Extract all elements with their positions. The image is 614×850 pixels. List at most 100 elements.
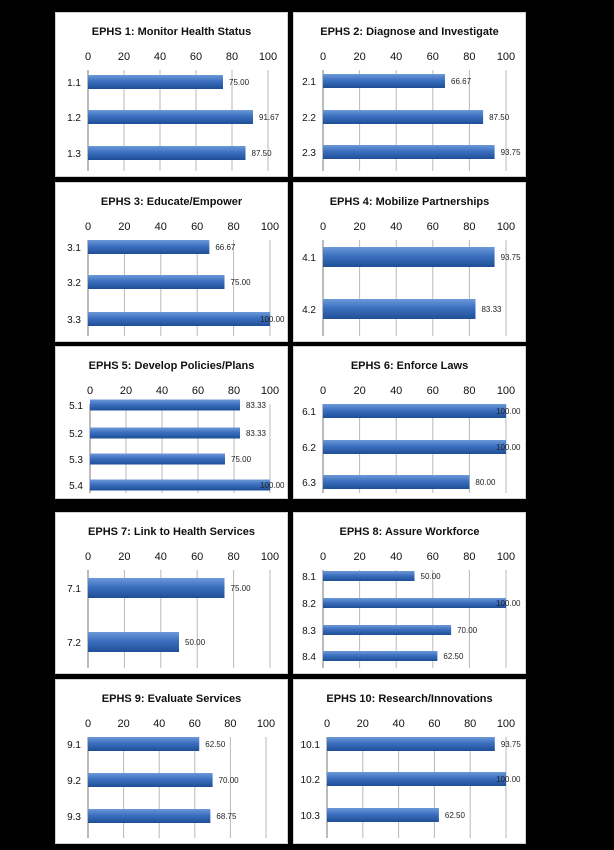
x-tick-label: 60 xyxy=(427,385,439,397)
data-label: 75.00 xyxy=(231,278,252,287)
data-label: 83.33 xyxy=(246,401,267,410)
category-label: 4.2 xyxy=(302,305,316,316)
bar xyxy=(327,772,506,786)
x-tick-label: 0 xyxy=(320,551,326,563)
chart-title: EPHS 7: Link to Health Services xyxy=(88,526,255,538)
chart-svg: EPHS 3: Educate/Empower 0 20 40 60 80 100 3.1 66… xyxy=(67,196,285,336)
data-label: 75.00 xyxy=(231,455,252,464)
chart-svg: EPHS 4: Mobilize Partnerships 0 20 40 60 80 10… xyxy=(302,196,521,336)
chart-panel-ephs-4: EPHS 4: Mobilize Partnerships 0 20 40 60 80 10… xyxy=(293,182,526,342)
bar xyxy=(88,737,200,751)
category-label: 7.1 xyxy=(67,584,81,595)
category-label: 5.4 xyxy=(69,481,83,492)
bar xyxy=(323,404,506,418)
bar xyxy=(88,773,213,787)
data-label: 62.50 xyxy=(443,652,464,661)
x-tick-label: 40 xyxy=(153,718,165,730)
chart-title: EPHS 10: Research/Innovations xyxy=(326,693,492,705)
data-label: 75.00 xyxy=(231,584,252,593)
x-tick-label: 20 xyxy=(117,718,129,730)
chart-title: EPHS 3: Educate/Empower xyxy=(101,196,243,208)
x-tick-label: 100 xyxy=(497,51,515,63)
chart-panel-ephs-3: EPHS 3: Educate/Empower 0 20 40 60 80 100 3.1 66… xyxy=(55,182,288,342)
data-label: 62.50 xyxy=(205,740,226,749)
data-label: 87.50 xyxy=(489,113,510,122)
x-tick-label: 60 xyxy=(427,51,439,63)
x-tick-label: 40 xyxy=(155,551,167,563)
bar xyxy=(323,625,452,635)
bar xyxy=(323,475,470,489)
bar xyxy=(323,598,506,608)
x-tick-label: 60 xyxy=(189,718,201,730)
x-tick-label: 80 xyxy=(463,551,475,563)
x-tick-label: 40 xyxy=(392,718,404,730)
x-tick-label: 80 xyxy=(228,385,240,397)
x-tick-label: 80 xyxy=(463,221,475,233)
category-label: 5.2 xyxy=(69,429,83,440)
category-label: 10.2 xyxy=(301,775,321,786)
chart-svg: EPHS 1: Monitor Health Status 0 20 40 60 80 10… xyxy=(67,26,280,171)
category-label: 8.4 xyxy=(302,652,316,663)
category-label: 8.1 xyxy=(302,572,316,583)
x-tick-label: 40 xyxy=(390,51,402,63)
chart-panel-ephs-7: EPHS 7: Link to Health Services 0 20 40 60 80… xyxy=(55,512,288,674)
category-label: 5.3 xyxy=(69,455,83,466)
data-label: 50.00 xyxy=(185,638,206,647)
data-label: 80.00 xyxy=(475,478,496,487)
x-tick-label: 20 xyxy=(353,221,365,233)
chart-panel-ephs-6: EPHS 6: Enforce Laws 0 20 40 60 80 100 6.1 100.0… xyxy=(293,346,526,499)
data-label: 93.75 xyxy=(501,148,522,157)
category-label: 6.3 xyxy=(302,478,316,489)
data-label: 100.00 xyxy=(496,775,521,784)
x-tick-label: 0 xyxy=(85,221,91,233)
x-tick-label: 20 xyxy=(118,221,130,233)
category-label: 7.2 xyxy=(67,638,81,649)
x-tick-label: 60 xyxy=(191,221,203,233)
category-label: 9.3 xyxy=(67,812,81,823)
bar xyxy=(323,440,506,454)
chart-svg: EPHS 5: Develop Policies/Plans 0 20 40 60 80 1… xyxy=(69,360,285,493)
x-tick-label: 40 xyxy=(390,385,402,397)
x-tick-label: 0 xyxy=(85,718,91,730)
x-tick-label: 40 xyxy=(154,51,166,63)
bar xyxy=(88,275,225,289)
x-tick-label: 0 xyxy=(87,385,93,397)
data-label: 93.75 xyxy=(501,740,522,749)
category-label: 8.3 xyxy=(302,626,316,637)
data-label: 100.00 xyxy=(260,315,285,324)
category-label: 2.2 xyxy=(302,113,316,124)
x-tick-label: 80 xyxy=(224,718,236,730)
x-tick-label: 100 xyxy=(259,51,277,63)
bar xyxy=(90,399,240,411)
x-tick-label: 80 xyxy=(463,51,475,63)
x-tick-label: 80 xyxy=(464,718,476,730)
bar xyxy=(88,578,225,598)
category-label: 5.1 xyxy=(69,401,83,412)
chart-svg: EPHS 6: Enforce Laws 0 20 40 60 80 100 6.1 100.0… xyxy=(302,360,521,493)
bar xyxy=(90,453,225,465)
x-tick-label: 0 xyxy=(320,51,326,63)
bar xyxy=(323,571,415,581)
data-label: 50.00 xyxy=(421,572,442,581)
chart-title: EPHS 4: Mobilize Partnerships xyxy=(330,196,490,208)
x-tick-label: 20 xyxy=(353,551,365,563)
chart-title: EPHS 9: Evaluate Services xyxy=(102,693,241,705)
x-tick-label: 80 xyxy=(227,221,239,233)
bar xyxy=(327,808,439,822)
category-label: 2.3 xyxy=(302,148,316,159)
data-label: 70.00 xyxy=(457,626,478,635)
x-tick-label: 20 xyxy=(120,385,132,397)
chart-svg: EPHS 9: Evaluate Services 0 20 40 60 80 100 9.1… xyxy=(67,693,275,838)
x-tick-label: 0 xyxy=(85,551,91,563)
chart-title: EPHS 8: Assure Workforce xyxy=(340,526,480,538)
x-tick-label: 60 xyxy=(427,221,439,233)
category-label: 8.2 xyxy=(302,599,316,610)
x-tick-label: 80 xyxy=(227,551,239,563)
x-tick-label: 100 xyxy=(497,221,515,233)
x-tick-label: 100 xyxy=(497,385,515,397)
x-tick-label: 60 xyxy=(428,718,440,730)
x-tick-label: 40 xyxy=(390,221,402,233)
x-tick-label: 80 xyxy=(226,51,238,63)
x-tick-label: 20 xyxy=(118,51,130,63)
chart-title: EPHS 2: Diagnose and Investigate xyxy=(320,26,499,38)
